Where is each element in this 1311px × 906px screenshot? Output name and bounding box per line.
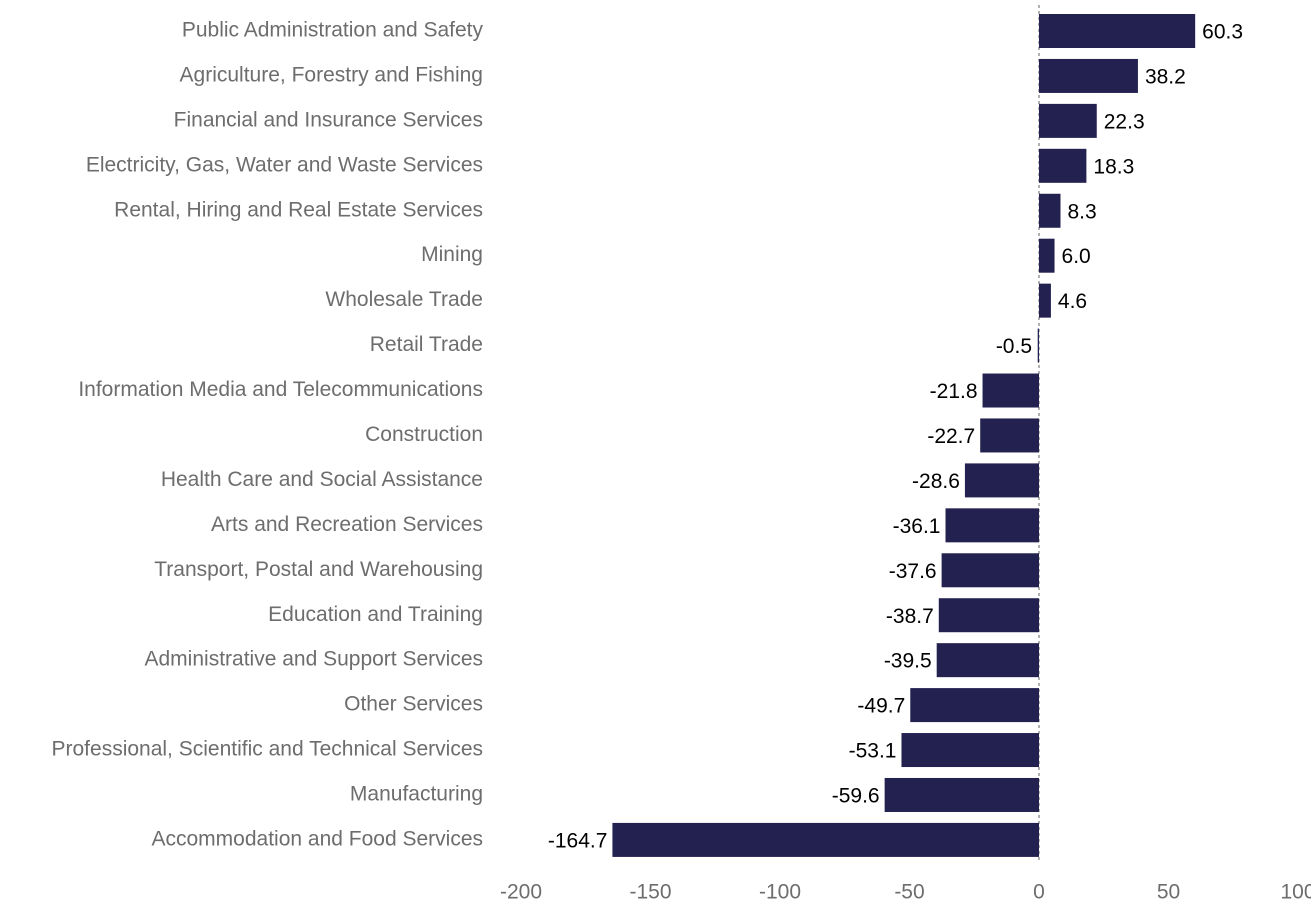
x-tick-label: -50 bbox=[894, 881, 924, 904]
value-label: -37.6 bbox=[889, 560, 937, 583]
x-tick-label: -150 bbox=[629, 881, 671, 904]
value-label: 4.6 bbox=[1058, 290, 1087, 313]
x-tick-label: -200 bbox=[500, 881, 542, 904]
bar bbox=[1039, 103, 1097, 138]
bar bbox=[945, 508, 1039, 543]
value-label: -21.8 bbox=[930, 380, 978, 403]
category-label: Accommodation and Food Services bbox=[152, 827, 484, 850]
value-label: -22.7 bbox=[927, 425, 975, 448]
bar bbox=[936, 643, 1039, 678]
bar bbox=[982, 373, 1039, 408]
category-label: Retail Trade bbox=[370, 333, 483, 356]
x-tick-label: -100 bbox=[759, 881, 801, 904]
bar bbox=[1039, 14, 1196, 48]
category-label: Public Administration and Safety bbox=[182, 19, 484, 42]
category-label: Transport, Postal and Warehousing bbox=[154, 558, 483, 581]
value-label: 22.3 bbox=[1104, 110, 1145, 133]
category-label: Rental, Hiring and Real Estate Services bbox=[114, 198, 483, 221]
bar bbox=[938, 598, 1039, 633]
value-label: 38.2 bbox=[1145, 65, 1186, 88]
bar bbox=[612, 822, 1039, 857]
value-label: -38.7 bbox=[886, 605, 934, 628]
category-label: Arts and Recreation Services bbox=[211, 513, 483, 536]
x-tick-label: 100 bbox=[1280, 881, 1311, 904]
category-label: Education and Training bbox=[268, 603, 483, 626]
bar bbox=[1039, 238, 1055, 273]
bar bbox=[1037, 328, 1039, 363]
category-label: Information Media and Telecommunications bbox=[78, 378, 483, 401]
category-label: Administrative and Support Services bbox=[145, 648, 484, 671]
category-label: Construction bbox=[365, 423, 483, 446]
category-label: Manufacturing bbox=[350, 783, 483, 806]
category-label: Electricity, Gas, Water and Waste Servic… bbox=[86, 153, 483, 176]
value-label: -53.1 bbox=[849, 740, 897, 763]
value-label: 60.3 bbox=[1202, 21, 1243, 44]
value-label: -28.6 bbox=[912, 470, 960, 493]
value-label: -0.5 bbox=[996, 335, 1032, 358]
value-label: -49.7 bbox=[857, 695, 905, 718]
category-label: Mining bbox=[421, 243, 483, 266]
value-label: -39.5 bbox=[884, 650, 932, 673]
value-label: 6.0 bbox=[1062, 245, 1091, 268]
bar bbox=[1039, 148, 1087, 183]
value-label: -164.7 bbox=[548, 829, 608, 852]
value-label: 8.3 bbox=[1067, 200, 1096, 223]
bar bbox=[1039, 193, 1061, 228]
x-tick-label: 0 bbox=[1033, 881, 1045, 904]
bar bbox=[910, 688, 1039, 723]
value-label: -59.6 bbox=[832, 785, 880, 808]
bar bbox=[1039, 283, 1051, 318]
category-label: Agriculture, Forestry and Fishing bbox=[180, 63, 483, 86]
bar bbox=[884, 777, 1039, 812]
category-label: Health Care and Social Assistance bbox=[161, 468, 483, 491]
bar bbox=[1039, 58, 1138, 93]
category-label: Financial and Insurance Services bbox=[174, 108, 483, 131]
category-label: Other Services bbox=[344, 693, 483, 716]
bar bbox=[901, 733, 1039, 768]
bar bbox=[941, 553, 1039, 588]
value-label: -36.1 bbox=[893, 515, 941, 538]
bar bbox=[980, 418, 1039, 453]
value-label: 18.3 bbox=[1093, 155, 1134, 178]
x-tick-label: 50 bbox=[1157, 881, 1180, 904]
bar bbox=[964, 463, 1039, 498]
category-label: Professional, Scientific and Technical S… bbox=[52, 738, 484, 761]
category-label: Wholesale Trade bbox=[325, 288, 483, 311]
